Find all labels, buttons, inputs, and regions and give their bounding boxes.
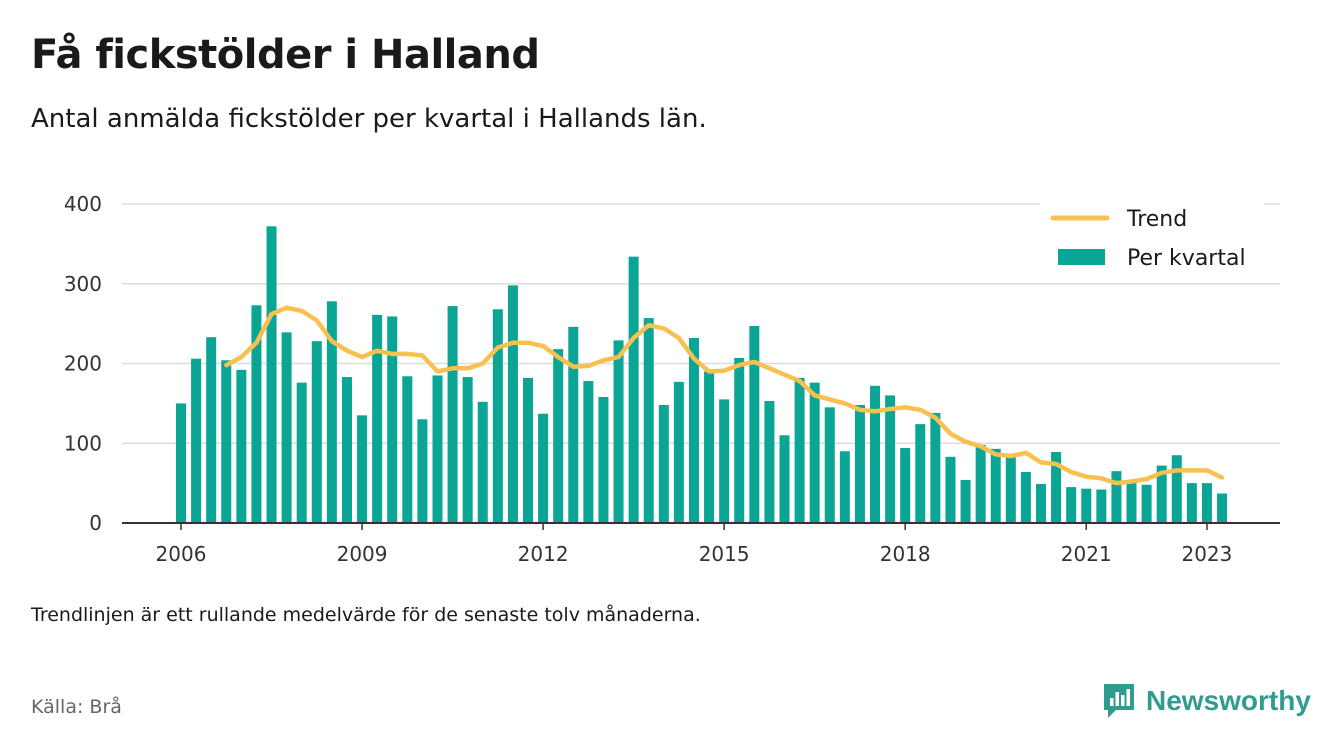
bar <box>1111 471 1122 523</box>
trend-series <box>224 305 1225 486</box>
bar <box>538 413 549 523</box>
bar <box>387 316 398 523</box>
bar <box>643 318 654 523</box>
bar <box>583 381 594 523</box>
bar <box>945 456 956 523</box>
bar <box>206 337 217 523</box>
bar <box>854 404 865 523</box>
bar <box>326 301 337 523</box>
bar <box>1126 481 1137 523</box>
bar <box>296 382 307 523</box>
axes: 0 100 200 300 400 2006 2009 2012 2015 2018 2021 202… <box>64 192 1280 566</box>
bar-series <box>176 226 1228 523</box>
bar <box>341 377 352 523</box>
bar <box>839 451 850 523</box>
bar <box>658 404 669 523</box>
y-tick-label: 100 <box>64 431 102 455</box>
chart-area: 0 100 200 300 400 2006 2009 2012 2015 2018 2021 202… <box>64 192 1280 566</box>
bar <box>794 377 805 523</box>
bar <box>568 326 579 523</box>
bar <box>613 340 624 523</box>
legend: Trend Per kvartal <box>1040 198 1264 278</box>
bar <box>1020 471 1031 523</box>
bar <box>779 435 790 523</box>
bar <box>960 479 971 523</box>
chart-subtitle: Antal anmälda fickstölder per kvartal i … <box>31 104 707 134</box>
y-tick-label: 200 <box>64 352 102 376</box>
source-label: Källa: Brå <box>31 696 122 718</box>
bar <box>930 412 941 523</box>
bar <box>402 376 413 523</box>
x-tick-label: 2023 <box>1181 542 1232 566</box>
footnote: Trendlinjen är ett rullande medelvärde f… <box>31 604 701 626</box>
bar <box>507 285 518 523</box>
bar <box>1217 493 1228 523</box>
bar <box>492 309 503 523</box>
bar <box>628 256 639 523</box>
y-tick-label: 400 <box>64 192 102 216</box>
bar <box>1035 483 1046 523</box>
bar <box>311 341 322 523</box>
bar <box>1171 455 1182 523</box>
bar <box>221 360 232 523</box>
bar <box>1096 489 1107 523</box>
bar <box>357 415 368 523</box>
bar <box>251 305 262 523</box>
bar <box>266 226 277 523</box>
bar <box>1005 456 1016 523</box>
y-tick-label: 300 <box>64 272 102 296</box>
bar <box>477 401 488 523</box>
x-tick-label: 2021 <box>1061 542 1112 566</box>
bar <box>281 332 292 523</box>
bar <box>749 326 760 523</box>
legend-bar-swatch <box>1058 249 1105 265</box>
x-tick-label: 2006 <box>156 542 207 566</box>
x-tick-label: 2012 <box>518 542 569 566</box>
brand-name: Newsworthy <box>1146 685 1311 716</box>
bar <box>915 424 926 523</box>
bar <box>1066 487 1077 523</box>
bar <box>372 314 383 523</box>
chart-title: Få fickstölder i Halland <box>31 32 540 78</box>
x-tick-label: 2009 <box>337 542 388 566</box>
bar <box>704 371 715 523</box>
brand-logo[interactable]: Newsworthy <box>1102 682 1311 720</box>
bar <box>191 358 202 523</box>
bar <box>176 403 186 523</box>
legend-label-trend: Trend <box>1126 207 1187 232</box>
bar <box>734 357 745 523</box>
bar <box>1081 488 1092 523</box>
bar <box>990 448 1001 523</box>
bar <box>553 349 564 523</box>
bar <box>417 419 428 523</box>
bar <box>1201 483 1212 523</box>
bar <box>900 448 911 523</box>
bar <box>975 444 986 523</box>
bar <box>1141 484 1152 523</box>
bar <box>1051 452 1062 523</box>
bar <box>809 382 820 523</box>
bar <box>719 399 730 523</box>
bar <box>885 395 896 523</box>
x-tick-label: 2015 <box>699 542 750 566</box>
bar <box>432 375 443 523</box>
x-tick-label: 2018 <box>880 542 931 566</box>
bar <box>1186 483 1197 523</box>
bar <box>688 337 699 523</box>
legend-label-per-kvartal: Per kvartal <box>1127 246 1246 271</box>
bar <box>447 306 458 523</box>
y-tick-label: 0 <box>89 511 102 535</box>
newsworthy-logo-icon <box>1104 684 1134 718</box>
bar <box>462 377 473 523</box>
bar <box>673 381 684 523</box>
trend-line <box>224 305 1225 486</box>
bar <box>764 400 775 523</box>
bar <box>523 377 534 523</box>
bar <box>824 407 835 523</box>
bar <box>870 385 881 523</box>
bar <box>236 369 247 523</box>
bar <box>598 396 609 523</box>
bar <box>1156 465 1167 523</box>
